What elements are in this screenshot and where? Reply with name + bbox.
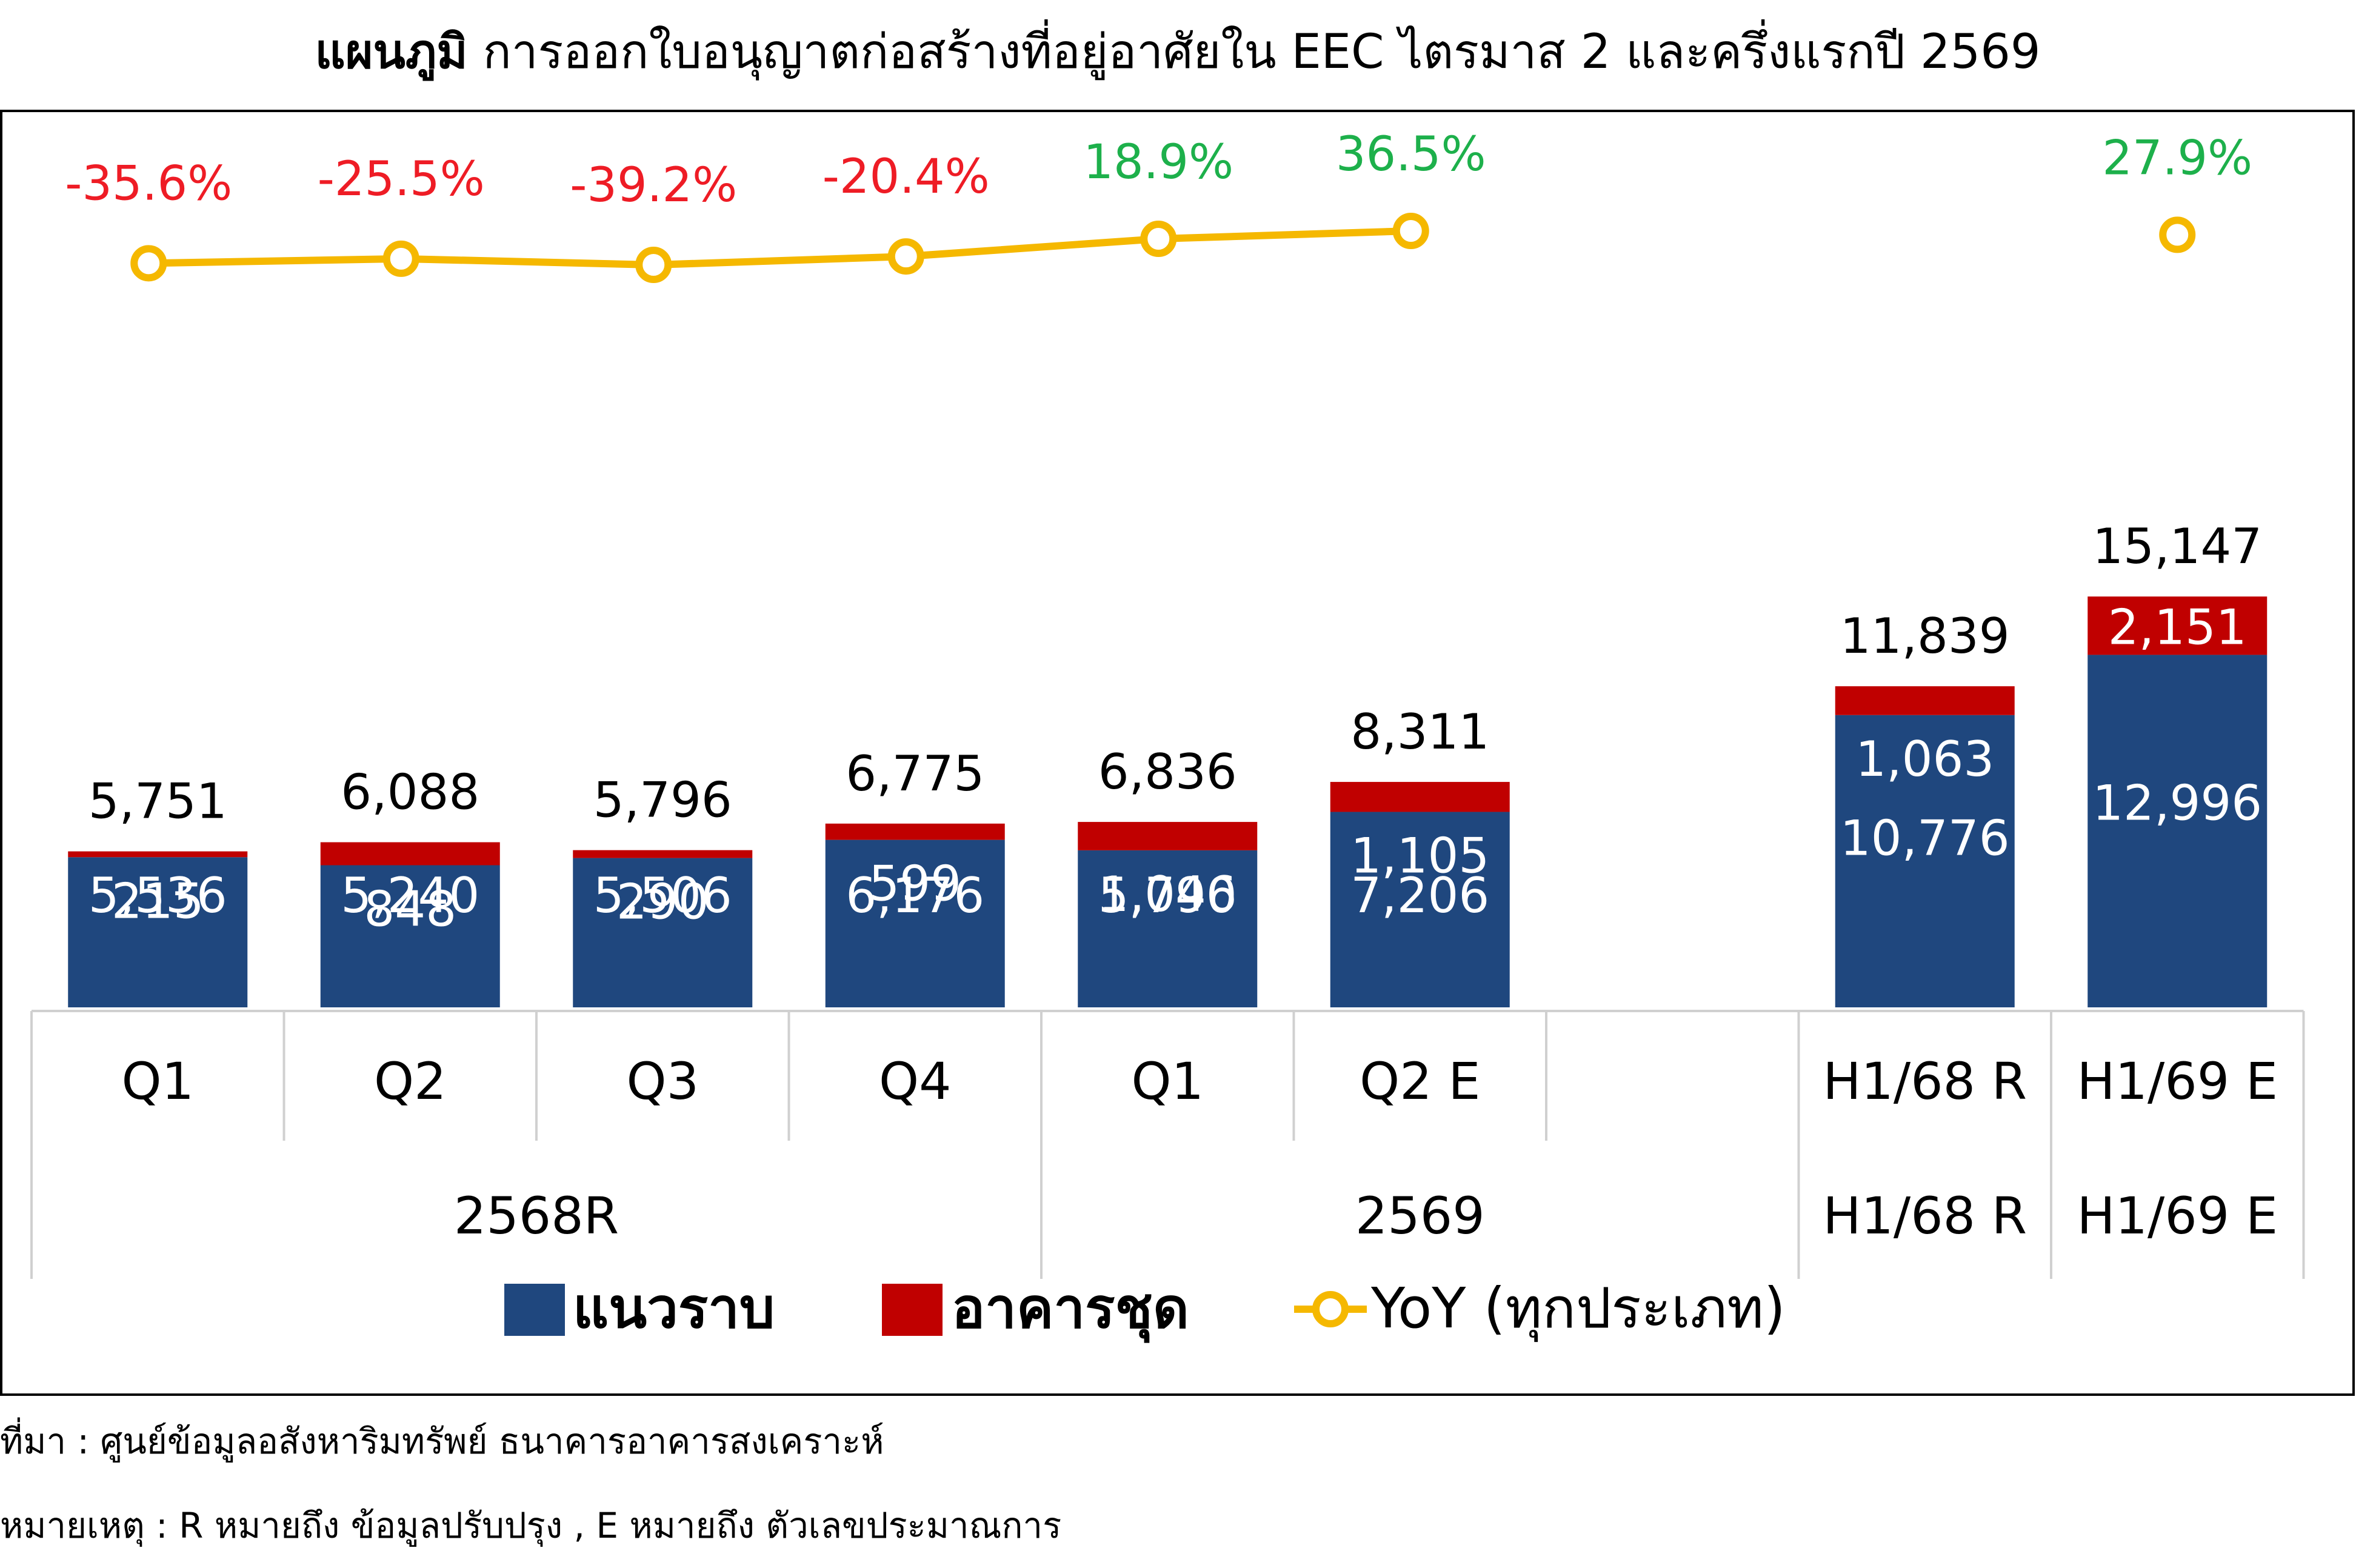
bar-condo bbox=[573, 850, 753, 858]
footnote-source: ที่มา : ศูนย์ข้อมูลอสังหาริมทรัพย์ ธนาคา… bbox=[0, 1417, 884, 1463]
data-label-lowrise: 5,506 bbox=[593, 867, 732, 924]
yoy-marker bbox=[382, 240, 419, 277]
chart-title-bold: แผนภูมิ bbox=[315, 25, 468, 81]
bar-lowrise bbox=[825, 839, 1005, 1007]
yoy-label: 36.5% bbox=[1336, 127, 1486, 182]
chart-title: แผนภูมิ การออกใบอนุญาตก่อสร้างที่อยู่อาศ… bbox=[315, 19, 2041, 81]
category-label: Q4 bbox=[879, 1052, 952, 1111]
group-label: H1/69 E bbox=[2077, 1186, 2278, 1246]
category-label: Q2 bbox=[374, 1052, 447, 1111]
bar-lowrise bbox=[2087, 655, 2268, 1007]
data-label-lowrise: 12,996 bbox=[2092, 775, 2262, 832]
category-label: Q3 bbox=[626, 1052, 699, 1111]
group-label: 2568R bbox=[454, 1186, 619, 1246]
yoy-label: -35.6% bbox=[65, 156, 232, 211]
yoy-marker bbox=[1392, 212, 1429, 249]
bar-lowrise bbox=[68, 857, 248, 1007]
bar-condo bbox=[1330, 782, 1510, 812]
data-label-total: 5,751 bbox=[88, 773, 227, 830]
bar-condo bbox=[1078, 822, 1258, 850]
bar-condo bbox=[2087, 596, 2268, 655]
yoy-layer: -35.6% -25.5% -39.2% -20.4% 18.9% 36.5% 27.9% bbox=[65, 127, 2252, 284]
bar-condo bbox=[825, 823, 1005, 840]
category-label: Q1 bbox=[1131, 1052, 1204, 1111]
data-label-lowrise: 5,240 bbox=[341, 867, 479, 924]
bar-lowrise bbox=[320, 865, 500, 1007]
data-label-condo: 1,063 bbox=[1855, 731, 1994, 787]
data-label-lowrise: 5,790 bbox=[1098, 867, 1237, 924]
yoy-label: 18.9% bbox=[1083, 135, 1233, 190]
bar-condo bbox=[68, 851, 248, 858]
bar-lowrise bbox=[1330, 812, 1510, 1007]
data-label-condo: 1,046 bbox=[1098, 866, 1237, 922]
legend-swatch-condo bbox=[882, 1284, 943, 1336]
legend-label-condo: อาคารชุด bbox=[952, 1276, 1189, 1343]
data-label-lowrise: 7,206 bbox=[1350, 867, 1489, 924]
yoy-marker bbox=[2159, 216, 2196, 253]
legend: แนวราบ อาคารชุด YoY (ทุกประเภท) bbox=[504, 1276, 1786, 1343]
chart-title-rest: การออกใบอนุญาตก่อสร้างที่อยู่อาศัยใน EEC… bbox=[468, 19, 2041, 81]
yoy-marker bbox=[635, 247, 672, 284]
yoy-label: -39.2% bbox=[570, 158, 737, 213]
yoy-label: 27.9% bbox=[2102, 131, 2252, 185]
yoy-marker bbox=[887, 238, 924, 275]
yoy-label: -25.5% bbox=[318, 152, 485, 207]
legend-marker-yoy bbox=[1312, 1291, 1349, 1327]
data-label-condo: 215 bbox=[112, 873, 204, 929]
data-label-total: 11,839 bbox=[1840, 608, 2010, 664]
data-label-lowrise: 6,176 bbox=[846, 867, 984, 924]
data-label-total: 8,311 bbox=[1350, 704, 1489, 760]
category-label: H1/68 R bbox=[1823, 1052, 2027, 1111]
data-label-condo: 2,151 bbox=[2108, 599, 2247, 655]
yoy-line bbox=[149, 227, 1411, 269]
legend-label-yoy: YoY (ทุกประเภท) bbox=[1370, 1276, 1786, 1343]
data-label-total: 6,836 bbox=[1098, 744, 1237, 800]
bar-condo bbox=[1835, 686, 2015, 715]
bar-lowrise bbox=[1078, 850, 1258, 1007]
category-axis: Q1 Q2 Q3 Q4 Q1 Q2 E H1/68 R H1/69 E 2568R 2569 H1/… bbox=[30, 1010, 2305, 1279]
data-label-total: 5,796 bbox=[593, 772, 732, 829]
chart-frame bbox=[0, 110, 2355, 1396]
data-label-condo: 848 bbox=[364, 881, 456, 938]
data-label-total: 15,147 bbox=[2092, 518, 2262, 575]
group-label: 2569 bbox=[1355, 1186, 1485, 1246]
legend-label-lowrise: แนวราบ bbox=[573, 1276, 775, 1341]
data-label-lowrise: 5,536 bbox=[88, 867, 227, 924]
bar-condo bbox=[320, 842, 500, 866]
category-label: Q2 E bbox=[1360, 1052, 1480, 1111]
legend-swatch-lowrise bbox=[504, 1284, 565, 1336]
category-label: Q1 bbox=[121, 1052, 194, 1111]
yoy-label: -20.4% bbox=[823, 150, 990, 204]
data-label-condo: 599 bbox=[869, 856, 961, 912]
data-label-total: 6,088 bbox=[341, 764, 479, 821]
footnote-note: หมายเหตุ : R หมายถึง ข้อมูลปรับปรุง , E … bbox=[0, 1505, 1061, 1547]
data-label-condo: 290 bbox=[616, 874, 709, 930]
data-label-lowrise: 10,776 bbox=[1840, 810, 2010, 866]
data-label-condo: 1,105 bbox=[1350, 828, 1489, 884]
category-label: H1/69 E bbox=[2077, 1052, 2278, 1111]
data-label-total: 6,775 bbox=[846, 746, 984, 802]
bar-lowrise bbox=[1835, 715, 2015, 1007]
yoy-marker bbox=[130, 245, 167, 282]
yoy-marker bbox=[1140, 221, 1177, 258]
group-label: H1/68 R bbox=[1823, 1186, 2027, 1246]
bar-lowrise bbox=[573, 858, 753, 1007]
